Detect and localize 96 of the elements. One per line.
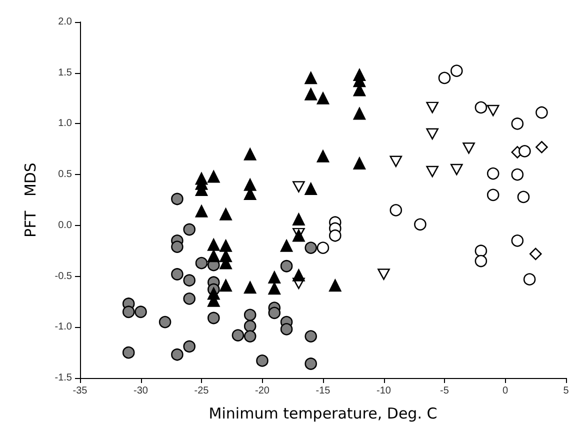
- point: [529, 248, 542, 260]
- point: [292, 181, 305, 192]
- point: [280, 323, 293, 336]
- point: [316, 92, 330, 104]
- point: [292, 269, 305, 282]
- point: [268, 271, 281, 284]
- point: [316, 242, 330, 254]
- x-tick-label: -15: [316, 386, 331, 396]
- point: [171, 240, 184, 253]
- x-tick-label: -10: [376, 386, 392, 396]
- point: [378, 268, 390, 280]
- point: [244, 281, 256, 294]
- point: [158, 316, 172, 328]
- y-tick-label: -0.5: [54, 270, 72, 282]
- point: [220, 208, 232, 220]
- point: [244, 320, 256, 332]
- point: [208, 238, 220, 251]
- point: [474, 254, 488, 268]
- point: [134, 306, 147, 318]
- point: [304, 330, 317, 342]
- point: [183, 274, 196, 286]
- point: [316, 150, 330, 162]
- y-tick-label: -1.0: [54, 322, 72, 333]
- x-tick-label: -30: [134, 386, 148, 396]
- point: [390, 156, 402, 167]
- point: [208, 170, 220, 183]
- x-axis-title: Minimum temperature, Deg. C: [208, 404, 438, 422]
- point: [353, 107, 366, 120]
- point: [438, 72, 451, 84]
- point: [426, 128, 438, 140]
- x-tick-label: -25: [194, 386, 210, 396]
- point: [518, 145, 531, 158]
- point: [304, 88, 317, 100]
- point: [304, 72, 317, 84]
- point: [244, 178, 256, 191]
- point: [523, 273, 536, 286]
- point: [426, 166, 438, 178]
- point: [353, 157, 366, 170]
- point: [511, 168, 524, 181]
- point: [195, 256, 208, 270]
- point: [329, 229, 342, 242]
- point: [122, 346, 135, 359]
- point: [511, 234, 524, 247]
- point: [280, 260, 293, 272]
- point: [536, 106, 548, 119]
- point: [171, 192, 184, 206]
- point: [256, 354, 268, 367]
- point: [486, 104, 500, 116]
- y-tick-label: 1.0: [58, 118, 72, 130]
- x-tick-label: -35: [72, 386, 88, 396]
- point: [304, 358, 317, 370]
- y-tick-label: 1.5: [58, 67, 72, 78]
- point: [486, 188, 500, 202]
- y-axis-title: PFT MDS: [22, 162, 40, 238]
- point: [304, 182, 317, 195]
- point: [517, 190, 530, 204]
- point: [195, 205, 208, 218]
- point: [244, 330, 256, 342]
- point: [474, 101, 488, 114]
- point: [268, 306, 281, 320]
- point: [426, 102, 438, 114]
- point: [220, 240, 232, 252]
- point: [232, 329, 244, 342]
- point: [450, 64, 463, 77]
- x-tick-label: 5: [563, 386, 570, 396]
- point: [304, 242, 317, 254]
- x-tick-label: -20: [255, 386, 270, 396]
- point: [220, 279, 232, 292]
- y-tick-label: 2.0: [58, 16, 72, 28]
- point: [474, 244, 488, 258]
- point: [486, 167, 500, 180]
- point: [329, 279, 342, 292]
- y-tick-label: -1.5: [54, 372, 72, 384]
- point: [244, 148, 256, 160]
- point: [183, 223, 196, 236]
- point: [414, 218, 426, 231]
- y-tick-label: 0.0: [58, 220, 72, 231]
- point: [280, 240, 293, 252]
- point: [268, 282, 281, 295]
- point: [171, 348, 184, 361]
- point: [390, 204, 402, 216]
- point: [183, 292, 196, 305]
- point: [244, 308, 256, 322]
- point: [183, 340, 196, 353]
- x-tick-label: 0: [502, 386, 508, 396]
- point: [536, 140, 548, 154]
- point: [292, 213, 305, 226]
- y-tick-label: 0.5: [58, 169, 72, 180]
- point: [462, 142, 475, 154]
- point: [171, 268, 184, 280]
- x-tick-label: -5: [440, 386, 450, 396]
- point: [122, 306, 135, 318]
- point: [208, 312, 220, 324]
- point: [511, 118, 524, 130]
- point: [450, 164, 463, 176]
- point: [208, 250, 220, 262]
